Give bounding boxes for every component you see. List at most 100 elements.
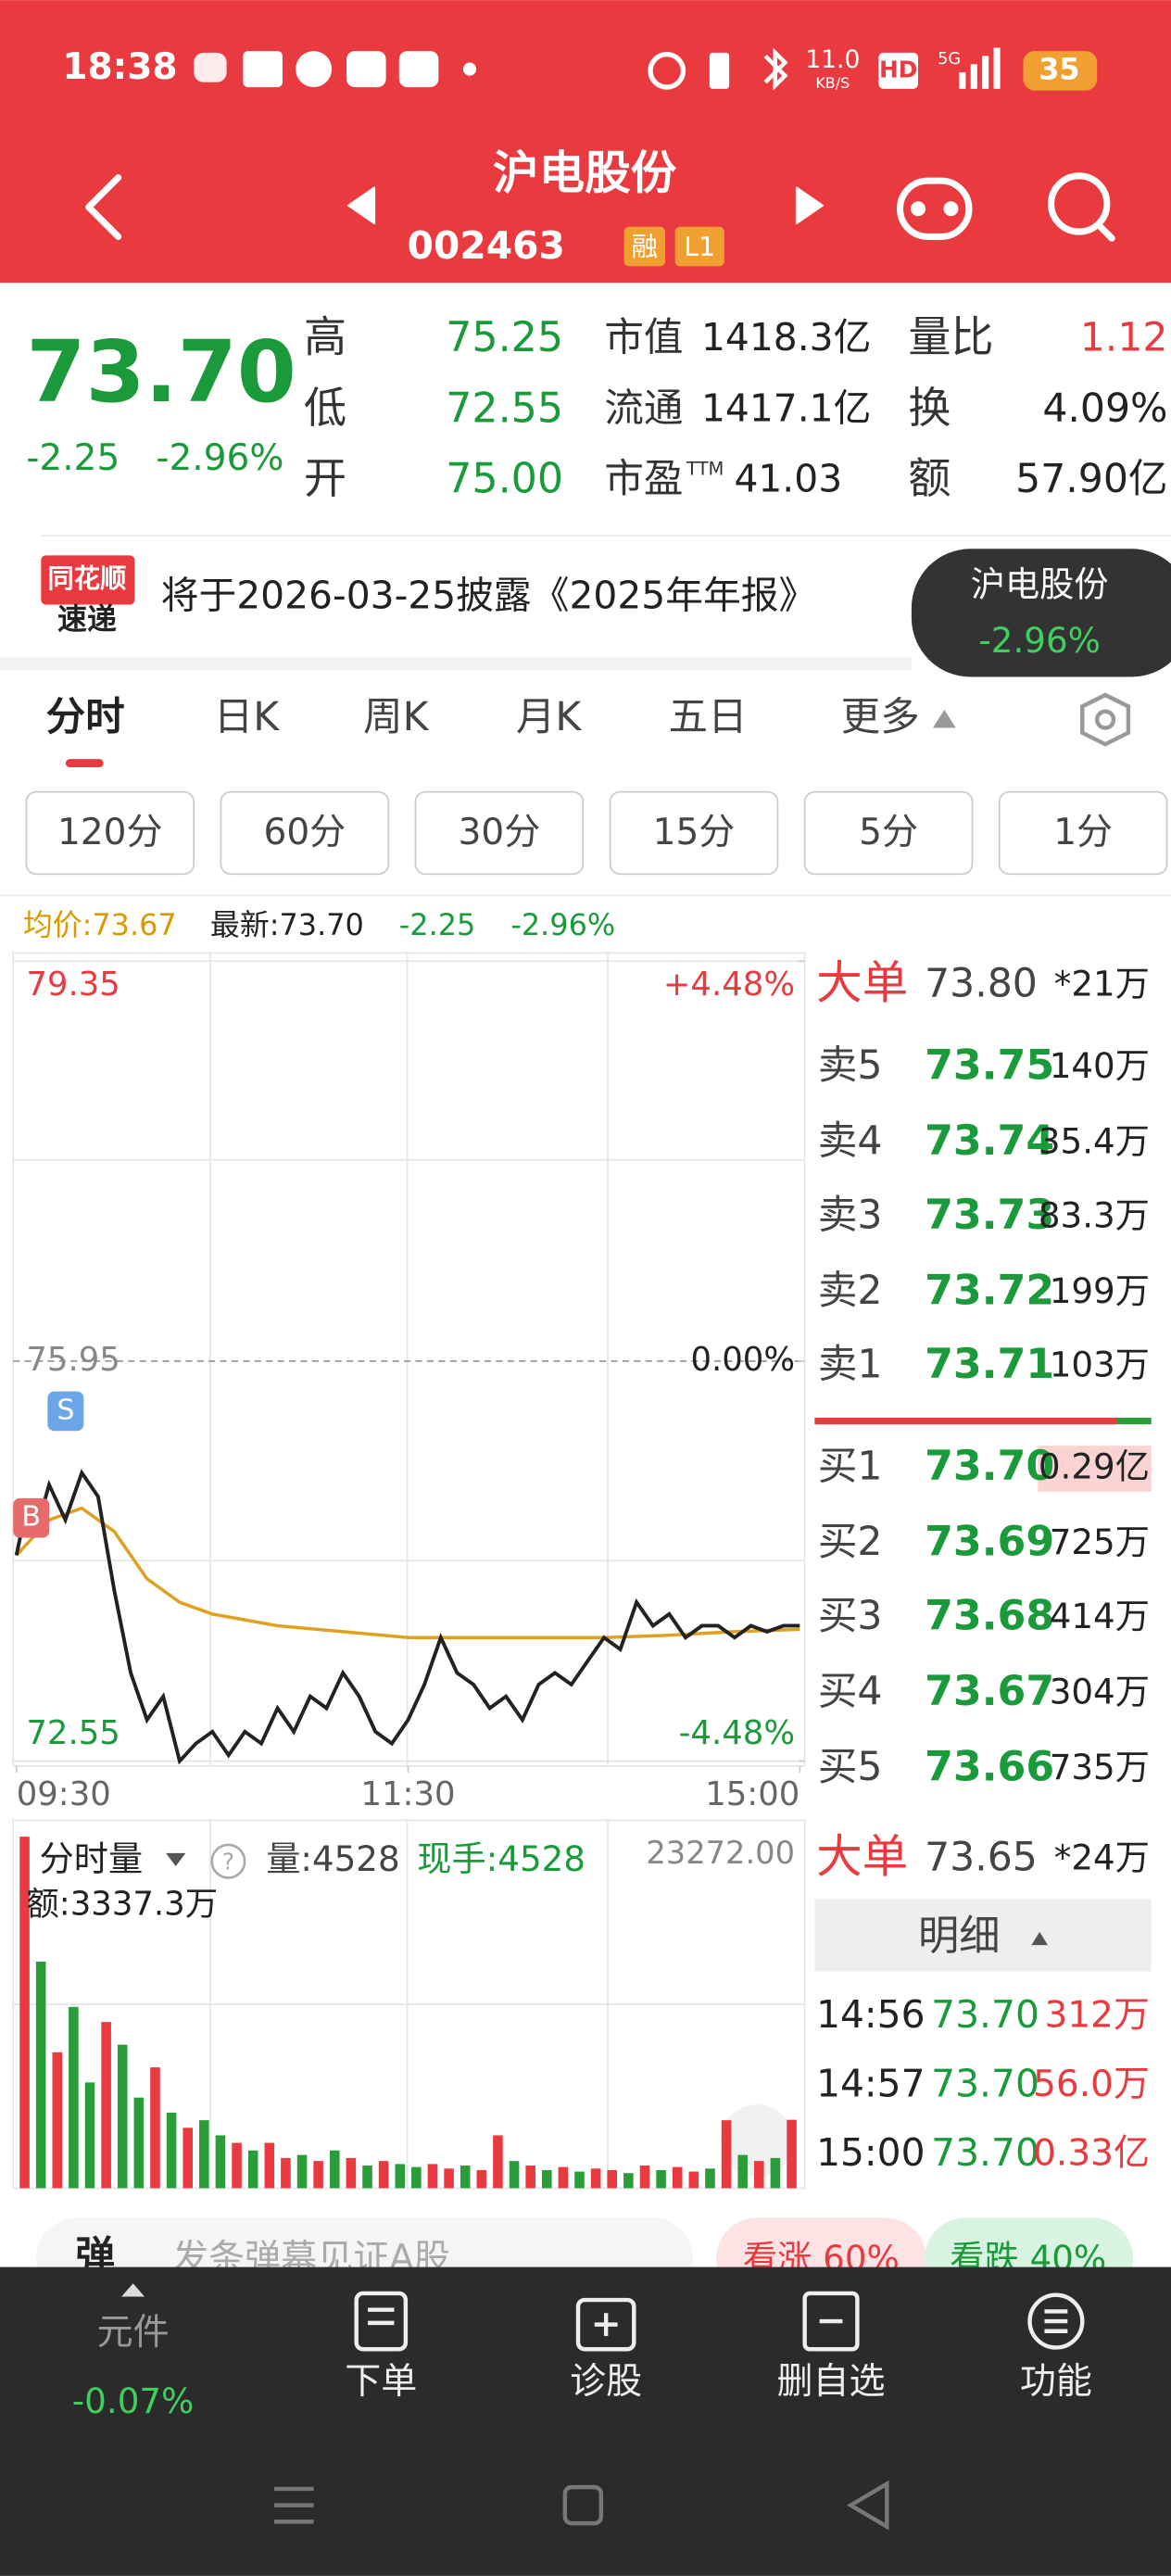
- volume-bar: [395, 2164, 406, 2189]
- book-price: 73.67: [925, 1668, 1054, 1715]
- volume-bar: [754, 2161, 764, 2189]
- period-button[interactable]: [998, 790, 1168, 876]
- stat-value: 1418.3亿: [701, 315, 871, 360]
- volume-bar: [787, 2119, 797, 2189]
- volume-amount: 额:3337.3万: [26, 1886, 218, 1924]
- y2-tick-label: +4.48%: [663, 966, 795, 1004]
- volume-bar: [509, 2161, 520, 2189]
- y-tick-label: 75.95: [26, 1341, 120, 1379]
- volume-bar: [476, 2169, 487, 2189]
- tab[interactable]: 月K: [516, 695, 583, 740]
- book-volume: 414万: [1050, 1596, 1150, 1636]
- stock-code: 002463: [408, 223, 565, 268]
- period-label: 120分: [57, 812, 162, 853]
- stat-sup: TTM: [686, 459, 724, 480]
- stat-label: 市盈: [604, 457, 683, 502]
- dropdown[interactable]: [166, 1852, 186, 1867]
- volume-bar: [150, 2067, 160, 2189]
- status-icons: [194, 47, 1098, 91]
- nav-arrow: [121, 2283, 145, 2297]
- volume-bar: [444, 2168, 454, 2189]
- tab-underline: [65, 759, 104, 768]
- volume-bar: [52, 2052, 63, 2189]
- tab[interactable]: 五日: [669, 695, 748, 740]
- volume-bar: [770, 2157, 781, 2189]
- volume-bar: [672, 2166, 683, 2189]
- y-tick-label: 72.55: [26, 1714, 120, 1752]
- nav-label[interactable]: 诊股: [570, 2361, 642, 2403]
- tag-bg: [623, 226, 665, 267]
- settings-icon[interactable]: [1080, 692, 1131, 747]
- price-line: [14, 1469, 800, 1765]
- volume-bar: [296, 2154, 308, 2189]
- stat-value: 1.12: [1080, 316, 1168, 361]
- trade-price: 73.70: [931, 1992, 1039, 2037]
- help-icon[interactable]: [210, 1843, 246, 1879]
- nav-icons[interactable]: [354, 2291, 1085, 2352]
- period-button[interactable]: [25, 790, 195, 876]
- book-price: 73.69: [925, 1519, 1054, 1566]
- tab[interactable]: 更多: [841, 695, 920, 740]
- pill-bg: [911, 549, 1171, 677]
- tab[interactable]: 周K: [363, 695, 430, 740]
- x-tick-label: 15:00: [705, 1775, 800, 1813]
- stat-value: 75.25: [446, 314, 563, 361]
- system-nav[interactable]: [274, 2480, 889, 2531]
- volume-bar: [460, 2166, 471, 2189]
- period-label: 30分: [459, 812, 541, 853]
- book-label: 买2: [818, 1520, 883, 1565]
- help: ?: [222, 1848, 234, 1875]
- net-speed: 11.0: [805, 45, 860, 74]
- book-volume: 83.3万: [1039, 1194, 1150, 1235]
- nav-label[interactable]: 功能: [1020, 2361, 1092, 2403]
- y2-tick-label: -4.48%: [679, 1714, 795, 1752]
- signal: 5G: [938, 50, 961, 69]
- book-price: 73.74: [925, 1118, 1054, 1165]
- book-label: 卖5: [818, 1043, 883, 1089]
- stat-label: 流通: [604, 386, 683, 432]
- nav-sub: -0.07%: [72, 2380, 195, 2421]
- settings-icon: [1095, 709, 1116, 730]
- nav-label[interactable]: 元件: [97, 2312, 170, 2354]
- volume-bar: [590, 2168, 601, 2189]
- volume-bar: [247, 2150, 258, 2189]
- price: 73.70: [26, 322, 296, 422]
- nav-label[interactable]: 删自选: [777, 2361, 886, 2403]
- book-volume: 725万: [1050, 1522, 1150, 1562]
- nav-label[interactable]: 下单: [345, 2361, 417, 2403]
- trade-price: 73.70: [931, 2130, 1039, 2175]
- big-volume: *21万: [1054, 963, 1150, 1004]
- stat-label: 量比: [908, 312, 993, 362]
- book-price: 73.75: [925, 1042, 1054, 1089]
- tag: 融: [632, 232, 658, 262]
- book-label: 买1: [818, 1445, 883, 1490]
- volume-bar: [656, 2169, 666, 2189]
- volume-qty: 量:4528: [266, 1838, 399, 1879]
- detail-arrow: [1031, 1931, 1049, 1946]
- period-button[interactable]: [803, 790, 974, 876]
- volume-bar: [623, 2173, 634, 2189]
- tag: L1: [684, 232, 715, 262]
- tab[interactable]: 日K: [214, 695, 281, 740]
- net-unit: KB/S: [815, 74, 850, 92]
- volume-bar: [133, 2097, 145, 2189]
- volume-bar: [639, 2166, 650, 2189]
- period-label: 15分: [653, 812, 736, 853]
- summary-change: -2.25: [399, 907, 476, 942]
- stat-value: 4.09%: [1042, 386, 1167, 432]
- header-icons[interactable]: [85, 172, 1115, 242]
- volume-bar: [329, 2150, 340, 2189]
- volume-bar: [346, 2157, 357, 2189]
- big-label: 大单: [816, 1829, 908, 1883]
- period-button[interactable]: [220, 790, 390, 876]
- volume-bar: [688, 2171, 699, 2189]
- tab[interactable]: 分时: [46, 695, 125, 740]
- volume-bar: [721, 2120, 732, 2189]
- period-button[interactable]: [414, 790, 585, 876]
- book-label: 卖1: [818, 1343, 883, 1388]
- book-label: 买4: [818, 1669, 883, 1714]
- period-button[interactable]: [609, 790, 779, 876]
- bid-bar: [1038, 1446, 1152, 1492]
